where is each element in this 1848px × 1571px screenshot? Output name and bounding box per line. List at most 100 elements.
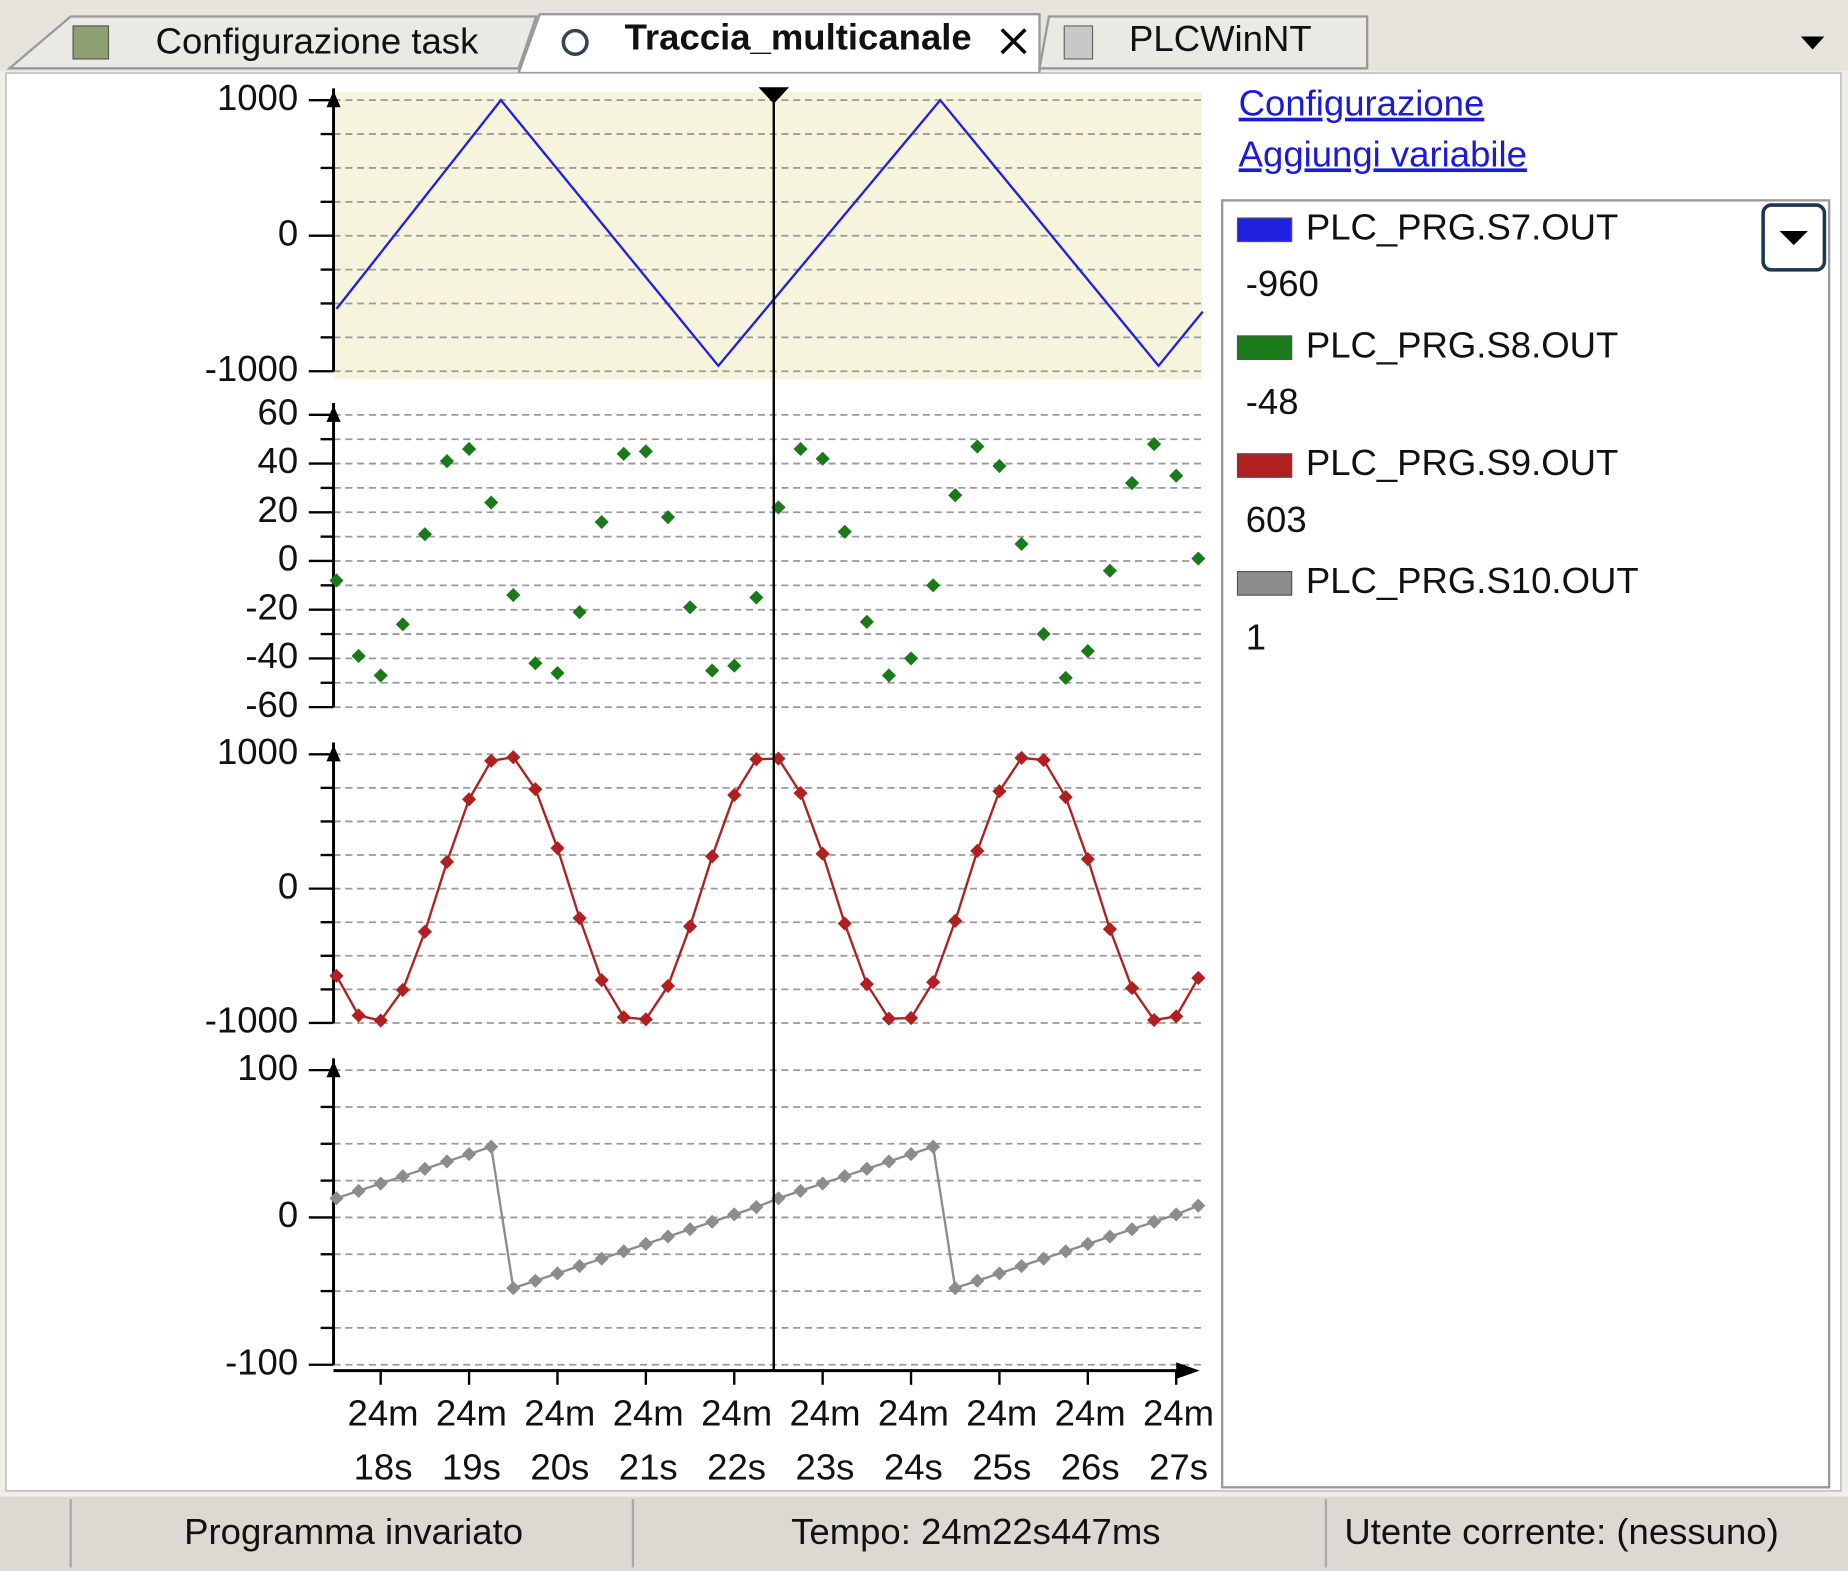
data-point xyxy=(1147,437,1162,452)
data-point xyxy=(859,977,874,992)
x-tick-label-line: 21s xyxy=(619,1446,678,1487)
status-bar xyxy=(0,1496,1848,1571)
data-point xyxy=(992,458,1007,474)
legend-label: PLC_PRG.S10.OUT xyxy=(1306,560,1639,601)
y-tick-label: -1000 xyxy=(205,1000,298,1041)
link[interactable]: Aggiungi variabile xyxy=(1239,133,1527,174)
link[interactable]: Configurazione xyxy=(1239,83,1485,124)
series-line xyxy=(336,1145,1199,1290)
data-point xyxy=(351,1008,366,1023)
data-point xyxy=(616,1010,631,1025)
data-point xyxy=(1124,475,1140,491)
data-point xyxy=(1080,644,1095,659)
data-point xyxy=(903,1147,919,1162)
cursor-handle xyxy=(758,87,790,104)
y-tick-label: 40 xyxy=(258,440,299,481)
data-point xyxy=(462,441,477,457)
series-line xyxy=(335,755,1200,1022)
data-point xyxy=(1058,1244,1073,1259)
tab-label[interactable]: PLCWinNT xyxy=(1129,18,1312,59)
tab[interactable] xyxy=(6,15,538,70)
data-point xyxy=(859,614,874,629)
data-point xyxy=(417,924,432,939)
status-text: Utente corrente: (nessuno) xyxy=(1344,1511,1778,1552)
data-point xyxy=(506,750,521,765)
data-point xyxy=(506,588,521,603)
y-tick-label: 0 xyxy=(278,212,298,253)
data-point xyxy=(727,788,742,803)
data-point xyxy=(948,913,963,928)
data-point xyxy=(1191,551,1206,566)
data-point xyxy=(1147,1214,1162,1229)
data-point xyxy=(395,1169,410,1184)
data-point xyxy=(616,1244,631,1259)
legend-swatch xyxy=(1236,453,1293,478)
x-tick-label-line: 18s xyxy=(354,1446,413,1487)
data-point xyxy=(528,782,543,797)
data-point xyxy=(528,656,543,671)
data-point xyxy=(329,1191,344,1206)
data-point xyxy=(439,854,455,869)
tab-label[interactable]: Traccia_multicanale xyxy=(625,17,972,58)
data-point xyxy=(837,916,852,931)
data-point xyxy=(1080,1236,1095,1252)
data-point xyxy=(749,752,764,767)
data-point xyxy=(550,1266,565,1281)
x-tick-label: 24m 18s xyxy=(348,1392,419,1487)
legend-swatch xyxy=(1236,335,1293,361)
data-point xyxy=(705,849,720,864)
data-point xyxy=(837,524,852,539)
tab[interactable] xyxy=(1038,15,1369,70)
data-point xyxy=(815,451,830,466)
data-point xyxy=(373,668,388,683)
tab-close[interactable] xyxy=(1000,28,1027,55)
x-tick-label: 24m 19s xyxy=(436,1392,507,1487)
y-tick-label: 0 xyxy=(278,1194,298,1235)
x-tick-label: 24m 23s xyxy=(789,1392,860,1487)
data-point xyxy=(329,573,344,588)
x-tick-label-line: 24m xyxy=(701,1392,772,1433)
data-point xyxy=(395,617,410,632)
data-point xyxy=(1147,1012,1162,1028)
x-tick-label: 24m 24s xyxy=(878,1392,949,1487)
y-tick-label: -100 xyxy=(225,1341,298,1382)
data-point xyxy=(815,846,830,861)
x-tick-label-line: 20s xyxy=(530,1446,589,1487)
x-tick-label: 24m 21s xyxy=(613,1392,684,1487)
x-tick-label-line: 24m xyxy=(348,1392,419,1433)
data-point xyxy=(1080,851,1095,867)
data-point xyxy=(638,444,653,459)
data-point xyxy=(727,1207,742,1222)
x-tick-label-line: 24m xyxy=(966,1392,1037,1433)
data-point xyxy=(351,648,366,664)
data-point xyxy=(1191,1198,1206,1213)
data-point xyxy=(837,1169,852,1184)
data-point xyxy=(1058,670,1073,685)
tab-dropdown[interactable] xyxy=(1800,36,1825,50)
data-point xyxy=(462,792,477,807)
data-point xyxy=(1036,752,1051,768)
data-point xyxy=(682,919,698,934)
axis-arrow xyxy=(326,405,341,422)
y-tick-label: -20 xyxy=(245,586,298,627)
cursor-value: -960 xyxy=(1246,263,1319,304)
data-point xyxy=(1124,1222,1140,1237)
data-point xyxy=(1036,1251,1051,1266)
y-tick-label: 0 xyxy=(278,865,298,906)
data-point xyxy=(638,1236,653,1252)
data-point xyxy=(705,663,720,678)
data-point xyxy=(970,439,985,454)
tab-label[interactable]: Configurazione task xyxy=(156,20,479,61)
data-point xyxy=(1014,750,1029,765)
tab-icon xyxy=(72,25,110,60)
data-point xyxy=(572,605,587,620)
data-point xyxy=(682,600,698,615)
data-point xyxy=(439,1154,455,1169)
x-tick-label: 24m 25s xyxy=(966,1392,1037,1487)
axis-arrow xyxy=(326,744,341,762)
x-tick-label-line: 24s xyxy=(884,1446,943,1487)
data-point xyxy=(572,911,587,926)
data-point xyxy=(594,1251,609,1266)
y-tick-label: -60 xyxy=(245,684,298,725)
